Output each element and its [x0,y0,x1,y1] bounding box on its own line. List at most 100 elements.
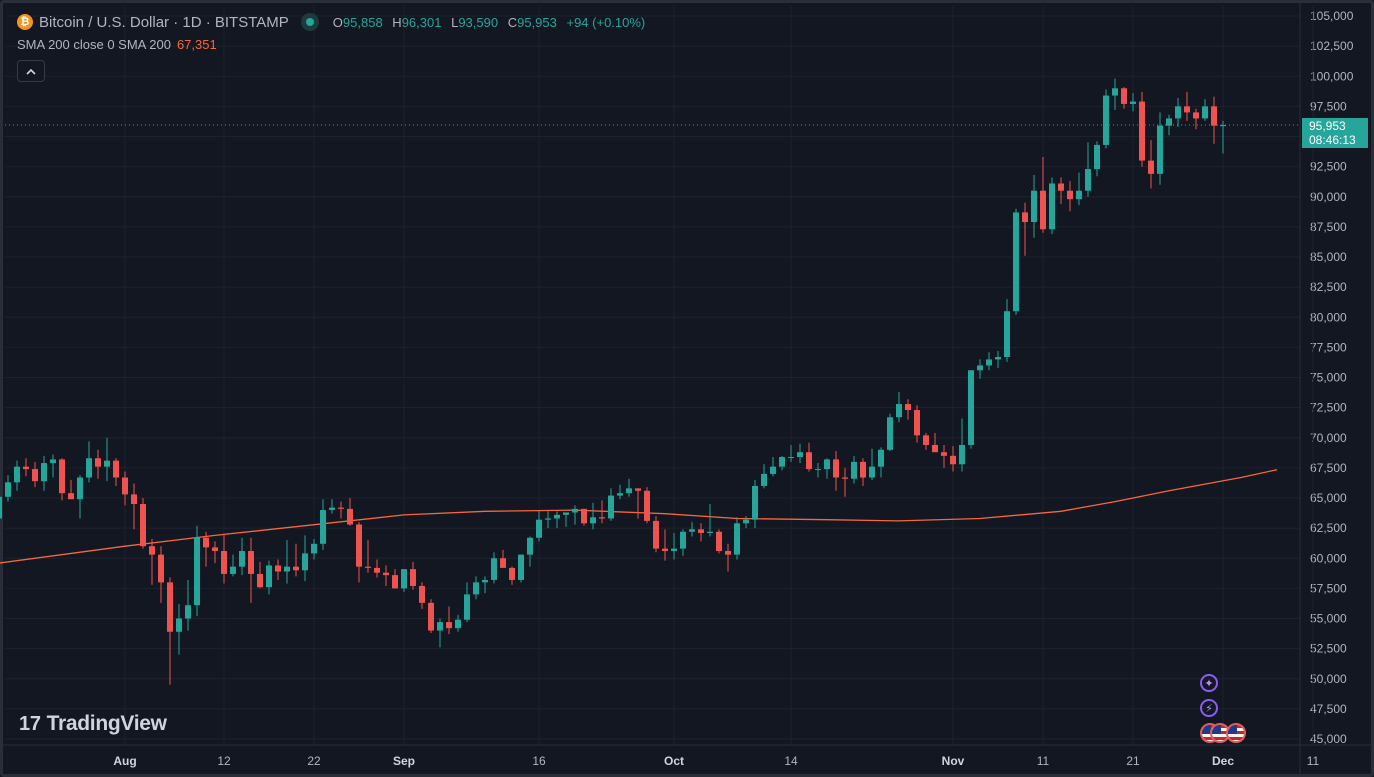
y-tick-label: 75,000 [1310,371,1347,385]
candle-body [1121,88,1127,104]
candle-body [194,537,200,606]
candle-body [158,554,164,583]
candle-body [671,548,677,552]
candle-body [1211,106,1217,126]
y-tick-label: 72,500 [1310,401,1347,415]
market-status-icon[interactable] [300,13,319,31]
us-flag-event-icon[interactable] [1226,723,1246,743]
collapse-legend-button[interactable] [17,60,45,82]
candle-body [1103,95,1109,145]
candle-body [1067,190,1073,200]
candle-body [131,494,137,505]
candle-body [86,458,92,478]
candle-body [176,618,182,632]
candle-body [23,466,29,470]
candle-body [815,469,821,471]
y-tick-label: 97,500 [1310,99,1347,113]
candle-body [491,558,497,580]
candle-body [293,566,299,571]
x-tick-label: Aug [113,754,136,768]
candle-body [266,565,272,588]
candle-body [77,477,83,500]
candle-body [743,519,749,524]
tradingview-name: TradingView [46,712,167,735]
candle-body [464,594,470,620]
candle-body [1166,118,1172,126]
candle-body [509,567,515,580]
candle-body [932,444,938,453]
candle-body [1112,88,1118,96]
x-tick-label: Oct [664,754,684,768]
candle-body [122,477,128,495]
candle-body [689,529,695,532]
candle-body [311,543,317,554]
candle-body [338,507,344,509]
candle-body [257,573,263,588]
candle-body [653,520,659,549]
candle-body [221,551,227,574]
low-value: 93,590 [458,14,499,30]
x-tick-label: 11 [1307,754,1320,768]
y-tick-label: 50,000 [1310,672,1347,686]
candle-body [500,558,506,568]
candle-body [473,582,479,595]
y-tick-label: 102,500 [1310,39,1354,53]
candle-body [1040,190,1046,230]
lightning-event-icon[interactable]: ⚡ [1200,699,1218,717]
y-tick-label: 55,000 [1310,612,1347,626]
candle-body [1094,144,1100,170]
candle-body [1076,190,1082,200]
candle-body [374,567,380,573]
candle-body [347,508,353,525]
candle-body [725,551,731,555]
candle-body [806,452,812,470]
candle-body [986,359,992,366]
candle-body [482,579,488,583]
change-value: +94 (+0.10%) [566,14,646,30]
candle-body [644,490,650,521]
candle-body [995,357,1001,360]
sma-indicator-value: 67,351 [176,37,217,52]
candle-body [356,524,362,567]
bar-countdown: 08:46:13 [1309,133,1356,147]
candle-body [563,512,569,515]
candle-body [1139,101,1145,161]
candle-body [149,546,155,555]
tradingview-logo[interactable]: 17 TradingView [19,712,167,736]
candle-body [581,508,587,524]
chevron-up-icon [26,68,36,75]
candle-body [1175,106,1181,119]
candle-body [752,485,758,520]
candle-body [275,565,281,572]
x-tick-label: 11 [1037,754,1050,768]
candle-body [635,488,641,491]
sma-indicator-label: SMA 200 close 0 SMA 200 [17,37,171,52]
candle-body [212,547,218,552]
candle-body [869,466,875,478]
tradingview-mark-icon: 17 [19,712,41,735]
y-tick-label: 60,000 [1310,551,1347,565]
candle-body [1193,112,1199,119]
sma-indicator-legend[interactable]: SMA 200 close 0 SMA 200 67,351 [17,37,651,52]
candle-body [797,452,803,458]
candle-body [860,461,866,478]
sparkle-event-icon[interactable]: ✦ [1200,674,1218,692]
candle-body [383,572,389,576]
y-tick-label: 65,000 [1310,491,1347,505]
candle-body [536,519,542,538]
candle-body [419,585,425,603]
candle-body [104,460,110,467]
y-tick-label: 47,500 [1310,702,1347,716]
y-tick-label: 62,500 [1310,521,1347,535]
x-tick-label: 12 [217,754,231,768]
candle-body [941,452,947,456]
candle-body [788,457,794,459]
symbol-title[interactable]: Bitcoin / U.S. Dollar · 1D · BITSTAMP [39,13,289,31]
candle-body [833,459,839,478]
candle-body [95,458,101,467]
candle-body [608,495,614,519]
candle-body [1085,169,1091,191]
candle-body [923,435,929,445]
candle-body [707,531,713,533]
